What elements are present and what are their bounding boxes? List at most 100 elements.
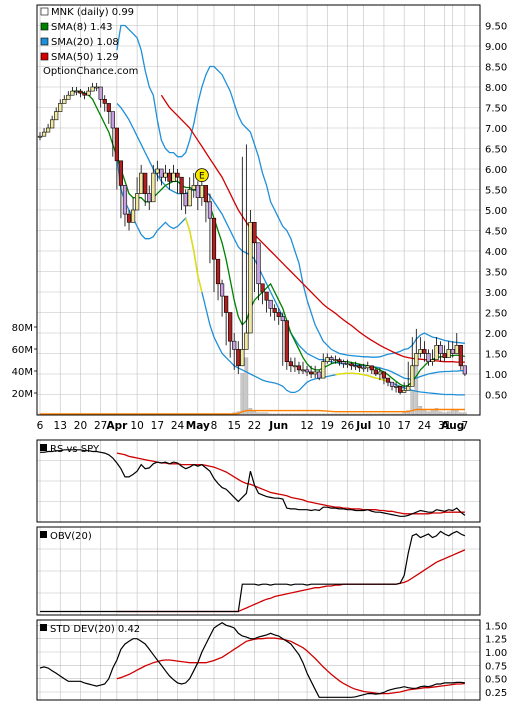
price-tick-label: 6.00 <box>485 165 507 176</box>
candle-body <box>54 111 59 121</box>
volume-bar <box>454 410 459 416</box>
candle-body <box>313 371 318 375</box>
price-tick-label: 9.50 <box>485 22 507 33</box>
candle-body <box>252 222 257 244</box>
candle-body <box>426 353 431 362</box>
rs-average-line <box>116 452 465 515</box>
price-tick-label: 8.00 <box>485 83 507 94</box>
date-tick-label: 20 <box>74 420 87 432</box>
candle-body <box>458 344 463 367</box>
price-tick-label: 1.50 <box>485 350 507 361</box>
candle-body <box>191 185 196 190</box>
obv-line <box>40 530 466 613</box>
panel-frames <box>36 4 481 701</box>
price-tick-label: 1.00 <box>485 370 507 381</box>
legend-swatch <box>40 624 47 631</box>
candle-body <box>90 86 95 92</box>
obv-legend: OBV(20) <box>50 531 92 542</box>
candle-body <box>78 90 83 94</box>
candle-body <box>430 359 435 362</box>
candle-body <box>321 361 326 379</box>
volume-bar <box>248 408 253 416</box>
date-tick-label: 10 <box>130 420 143 432</box>
legend-swatch <box>40 7 49 16</box>
date-tick-label: 10 <box>377 420 390 432</box>
candle-body <box>45 127 51 133</box>
candle-body <box>373 369 378 375</box>
candle-body <box>410 365 415 387</box>
price-tick-label: 6.50 <box>485 145 507 156</box>
candle-body <box>82 92 87 96</box>
candle-body <box>195 185 200 198</box>
std-legend: STD DEV(20) 0.42 <box>50 624 140 635</box>
candle-body <box>219 283 225 297</box>
date-tick-label: 17 <box>151 420 164 432</box>
price-tick-label: 3.00 <box>485 288 507 299</box>
price-tick-label: 2.50 <box>485 309 507 320</box>
watermark: OptionChance.com <box>43 66 138 77</box>
candle-body <box>402 390 407 393</box>
volume-tick-label: 80M <box>12 323 33 334</box>
candle-body <box>406 385 411 391</box>
price-tick-label: 4.00 <box>485 247 507 258</box>
candle-body <box>357 365 362 369</box>
candle-body <box>236 349 241 367</box>
legend-swatch <box>40 52 49 61</box>
volume-bar <box>430 410 435 416</box>
candle-body <box>74 90 79 93</box>
candle-body <box>329 357 334 360</box>
date-tick-label: Aug <box>441 420 464 432</box>
candle-body <box>361 367 366 370</box>
std-tick-label: 1.50 <box>485 621 507 632</box>
candle-body <box>454 344 459 354</box>
date-tick-label: 24 <box>418 420 432 432</box>
candle-body <box>381 371 387 379</box>
panel-frame <box>36 619 481 701</box>
legend-entry: MNK (daily) 0.99 <box>51 7 134 18</box>
volume-bar <box>414 359 419 416</box>
candle-body <box>207 201 213 219</box>
price-tick-label: 4.50 <box>485 227 507 238</box>
candle-body <box>155 168 160 174</box>
std-dev-line <box>39 621 465 698</box>
date-tick-label: 19 <box>321 420 334 432</box>
price-tick-label: 3.50 <box>485 268 507 279</box>
date-tick-label: Jul <box>355 420 371 432</box>
candle-body <box>98 86 103 100</box>
rs-legend: RS vs SPY <box>50 444 100 455</box>
volume-bar <box>450 409 455 416</box>
price-tick-label: 5.50 <box>485 186 507 197</box>
date-tick-label: 24 <box>171 420 185 432</box>
legend-swatch <box>40 22 49 31</box>
legend-swatch <box>40 444 47 451</box>
candle-body <box>309 371 314 375</box>
candle-body <box>215 258 221 285</box>
candle-body <box>147 193 152 203</box>
legend-swatch <box>40 37 49 46</box>
date-tick-label: 22 <box>248 420 261 432</box>
date-tick-label: 15 <box>228 420 241 432</box>
candle-body <box>288 361 293 367</box>
candle-body <box>211 217 217 260</box>
candle-body <box>393 385 399 388</box>
legend-swatch <box>40 531 47 538</box>
candle-body <box>199 185 204 198</box>
date-tick-label: 26 <box>341 420 355 432</box>
candle-body <box>260 283 265 293</box>
earnings-marker-label: E <box>199 171 205 181</box>
candle-body <box>284 320 289 363</box>
candle-body <box>353 365 358 368</box>
candle-body <box>62 99 67 104</box>
date-tick-label: Jun <box>268 420 288 432</box>
candle-body <box>377 371 382 375</box>
candle-body <box>462 365 467 375</box>
candle-body <box>70 90 75 96</box>
candle-body <box>41 131 47 137</box>
candle-body <box>414 353 419 367</box>
legend-entry: SMA(20) 1.08 <box>51 37 119 48</box>
candle-body <box>240 349 245 367</box>
legend-entry: SMA(8) 1.43 <box>51 22 112 33</box>
candle-body <box>442 353 447 358</box>
candle-body <box>175 172 180 178</box>
